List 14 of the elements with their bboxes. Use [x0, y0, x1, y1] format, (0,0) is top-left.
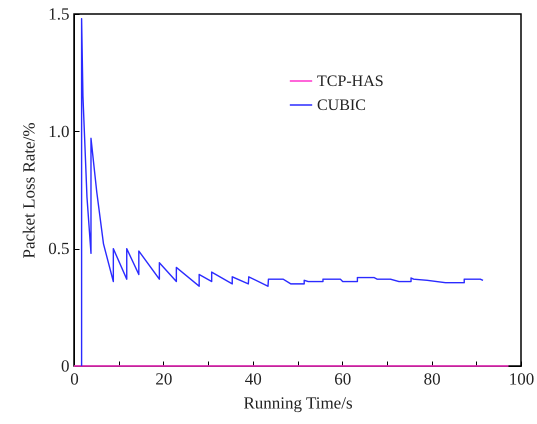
x-tick-label: 20 — [155, 370, 172, 388]
y-tick-label: 0.5 — [48, 239, 70, 258]
x-axis-title: Running Time/s — [243, 394, 353, 412]
y-axis-title: Packet Loss Rate/% — [19, 122, 38, 258]
y-tick-label: 1.0 — [48, 122, 70, 141]
x-tick-label: 60 — [334, 370, 352, 388]
legend-label: CUBIC — [317, 97, 366, 114]
legend-label: TCP-HAS — [317, 73, 384, 90]
y-tick-label: 0 — [61, 356, 70, 376]
x-tick-label: 80 — [424, 370, 441, 388]
x-tick-label: 40 — [244, 370, 262, 388]
y-tick-label: 1.5 — [48, 4, 70, 24]
x-tick-label: 100 — [508, 370, 534, 388]
line-series — [80, 18, 484, 367]
